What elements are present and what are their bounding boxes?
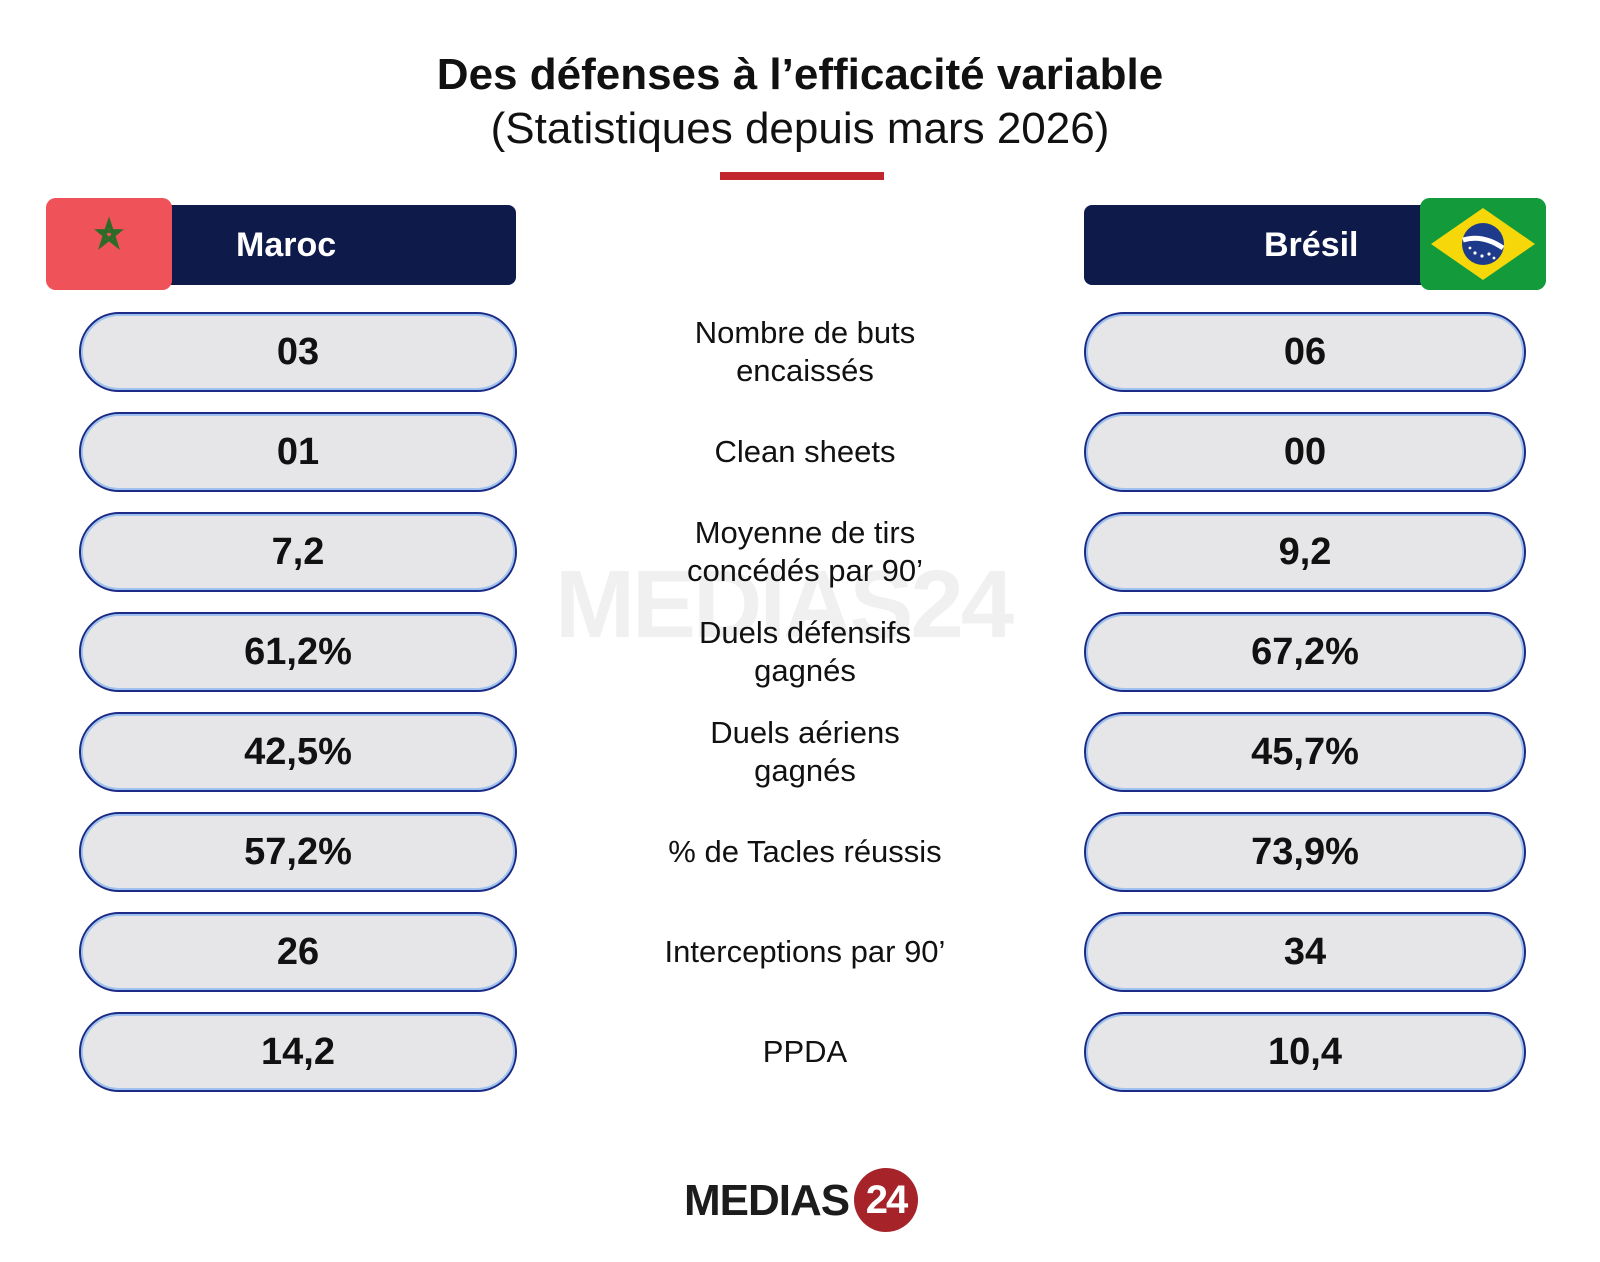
morocco-flag-icon (46, 198, 172, 290)
maroc-value: 61,2% (79, 612, 517, 692)
bresil-value: 10,4 (1084, 1012, 1526, 1092)
stat-row: 26 Interceptions par 90’ 34 (0, 912, 1600, 992)
bresil-value: 34 (1084, 912, 1526, 992)
stat-label: % de Tacles réussis (668, 834, 942, 869)
maroc-value: 01 (79, 412, 517, 492)
stat-row: 14,2 PPDA 10,4 (0, 1012, 1600, 1092)
stat-row: 42,5% Duels aériens gagnés 45,7% (0, 712, 1600, 792)
maroc-value: 26 (79, 912, 517, 992)
stat-row: 61,2% Duels défensifs gagnés 67,2% (0, 612, 1600, 692)
bresil-value: 06 (1084, 312, 1526, 392)
maroc-value: 57,2% (79, 812, 517, 892)
bresil-value: 73,9% (1084, 812, 1526, 892)
brazil-flag-icon (1420, 198, 1546, 290)
title-line-1: Des défenses à l’efficacité variable (436, 50, 1164, 99)
medias24-logo: MEDIAS 24 (684, 1168, 934, 1238)
stat-row: 7,2 Moyenne de tirs concédés par 90’ 9,2 (0, 512, 1600, 592)
bresil-value: 9,2 (1084, 512, 1526, 592)
maroc-value: 42,5% (79, 712, 517, 792)
stat-label: Nombre de buts encaissés (694, 315, 916, 388)
stat-label: Moyenne de tirs concédés par 90’ (686, 515, 924, 588)
maroc-value: 03 (79, 312, 517, 392)
stat-row: 01 Clean sheets 00 (0, 412, 1600, 492)
logo-word: MEDIAS (684, 1176, 850, 1225)
bresil-value: 67,2% (1084, 612, 1526, 692)
stat-label: Duels aériens gagnés (710, 715, 900, 788)
bresil-value: 45,7% (1084, 712, 1526, 792)
stat-row: 03 Nombre de buts encaissés 06 (0, 312, 1600, 392)
stat-label: Interceptions par 90’ (664, 934, 946, 969)
title-line-2: (Statistiques depuis mars 2026) (490, 104, 1110, 153)
maroc-value: 7,2 (79, 512, 517, 592)
stat-label: PPDA (762, 1034, 848, 1069)
team-name-bresil: Brésil (1264, 225, 1359, 264)
page-title: Des défenses à l’efficacité variable (St… (0, 48, 1600, 156)
bresil-value: 00 (1084, 412, 1526, 492)
maroc-value: 14,2 (79, 1012, 517, 1092)
title-underline (720, 172, 884, 180)
logo-number-badge: 24 (854, 1168, 918, 1232)
team-name-maroc: Maroc (236, 225, 337, 264)
stat-label: Clean sheets (714, 434, 896, 469)
stat-label: Duels défensifs gagnés (699, 615, 911, 688)
stat-row: 57,2% % de Tacles réussis 73,9% (0, 812, 1600, 892)
